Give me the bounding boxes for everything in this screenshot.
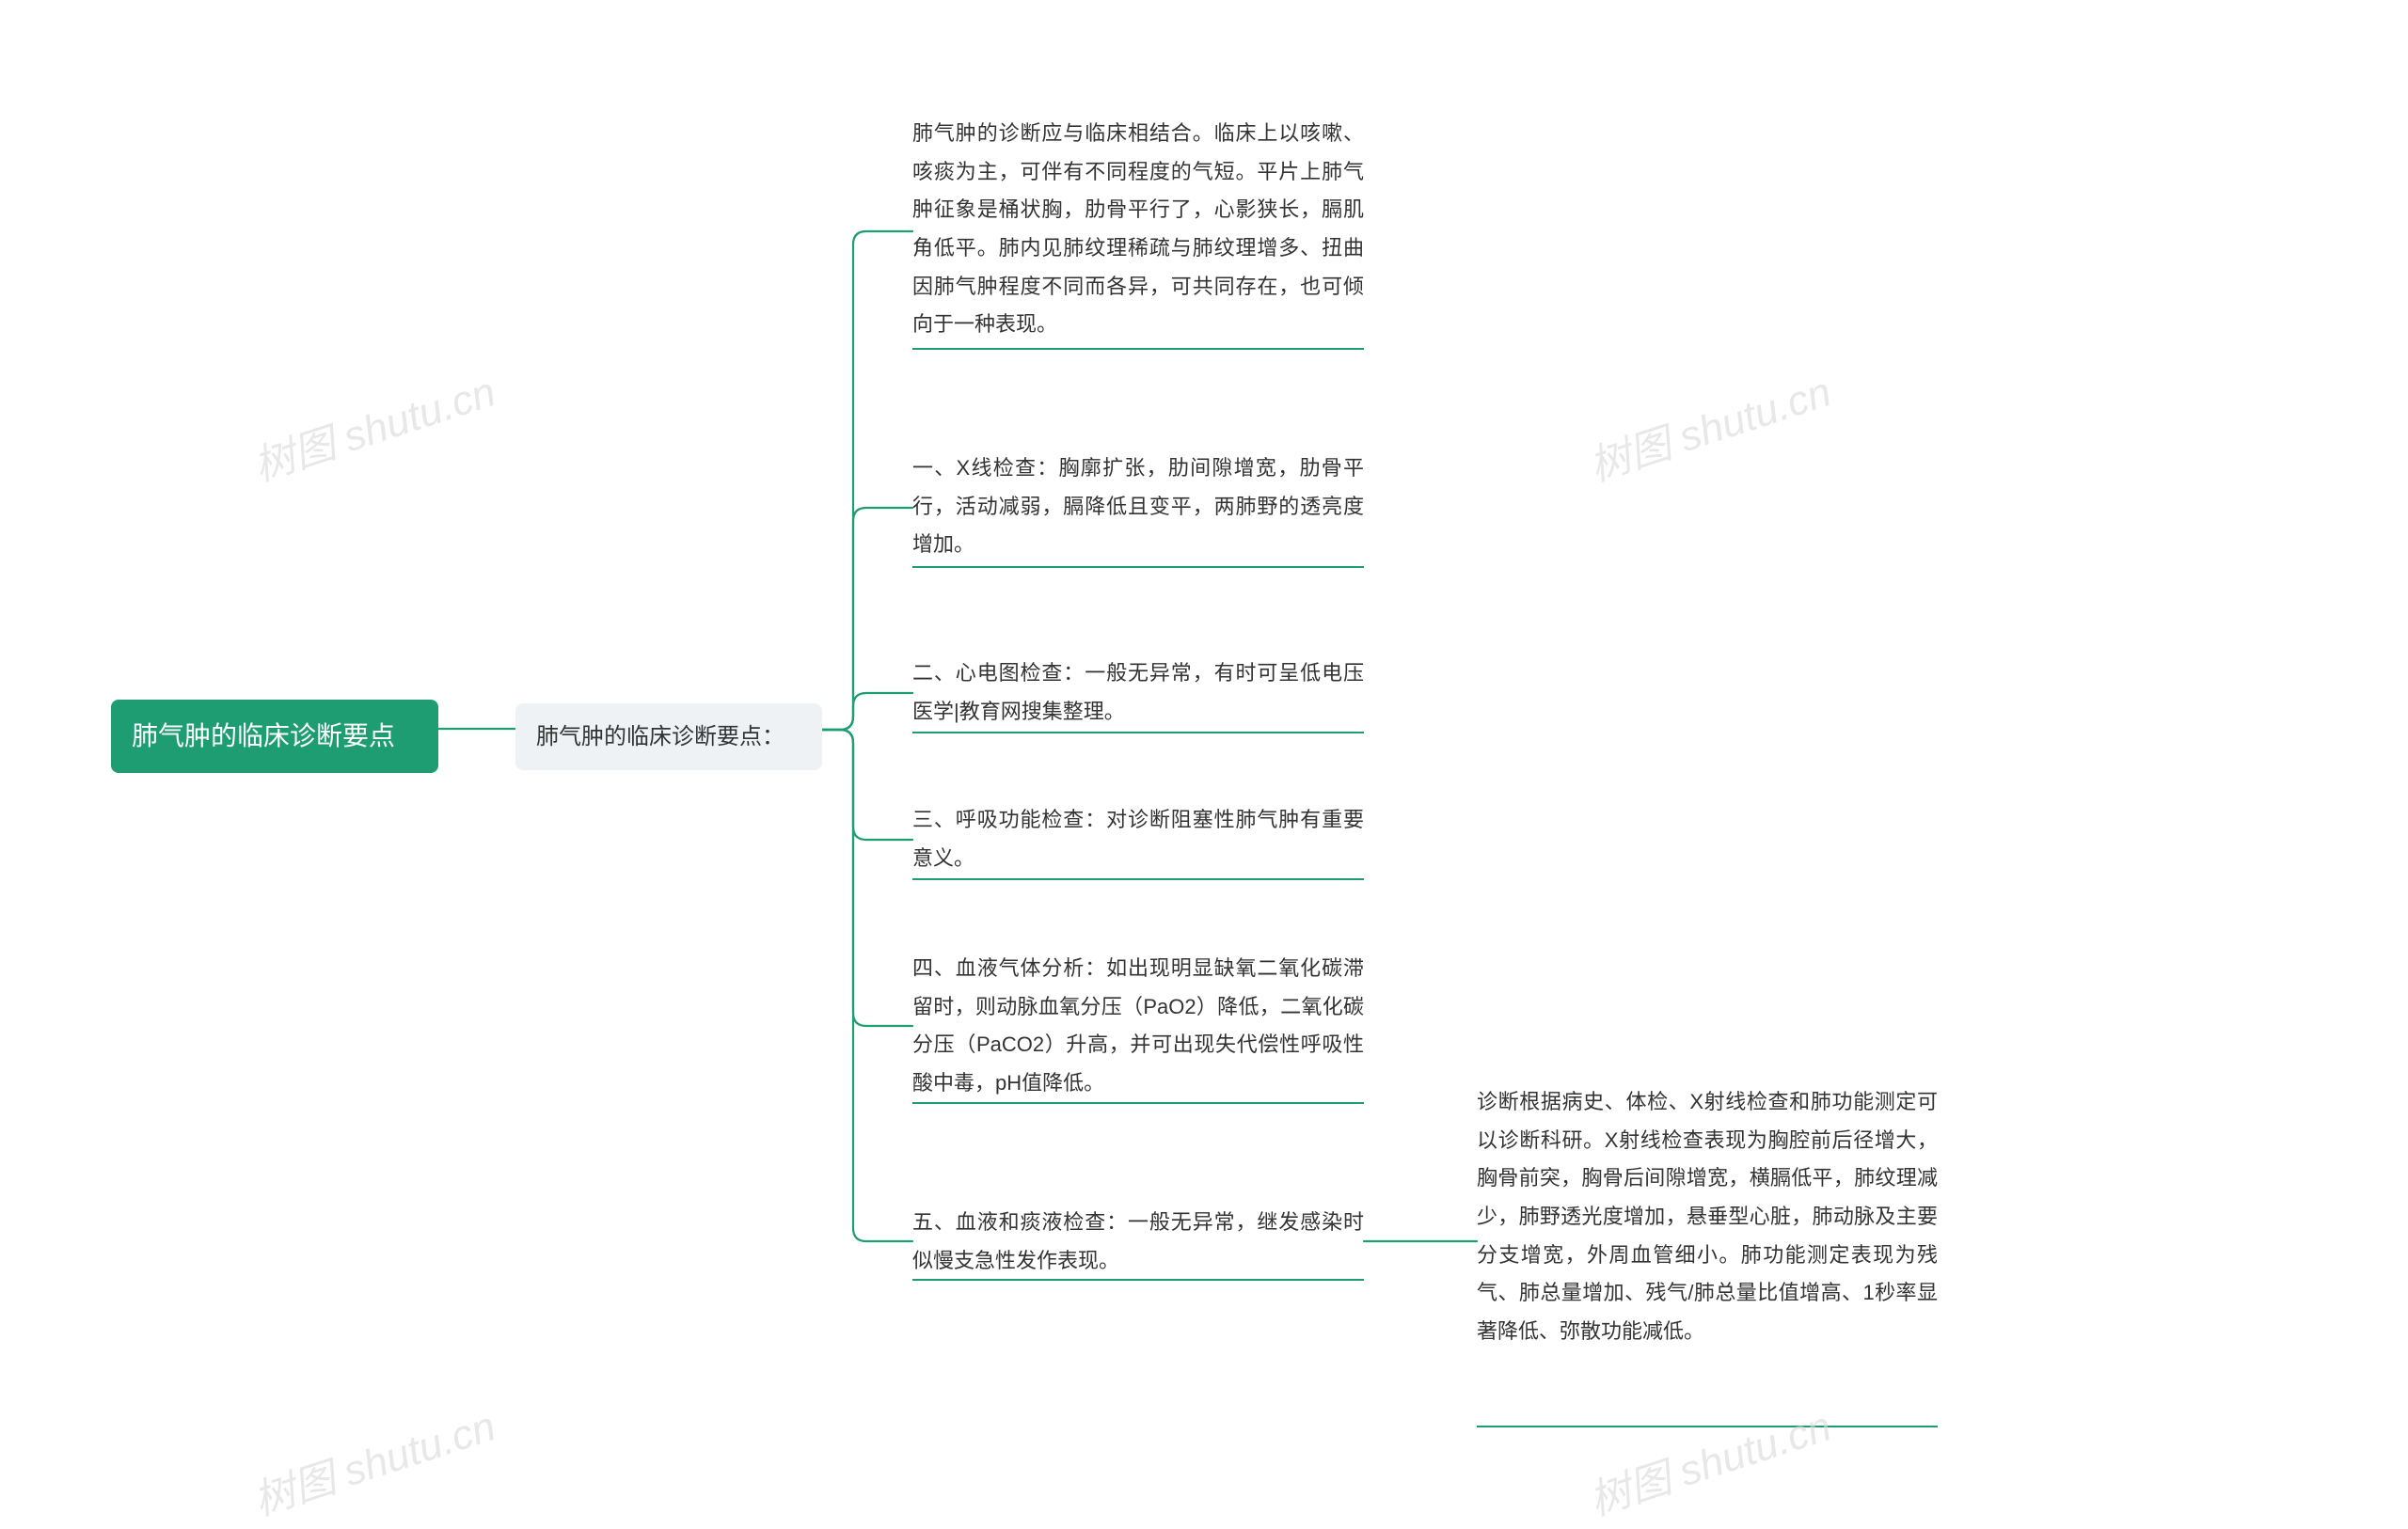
leaf-node-4[interactable]: 四、血液气体分析：如出现明显缺氧二氧化碳滞留时，则动脉血氧分压（PaO2）降低，… xyxy=(912,950,1364,1103)
watermark-0: 树图 shutu.cn xyxy=(245,358,501,493)
leaf-underline-0 xyxy=(912,348,1364,350)
root-node[interactable]: 肺气肿的临床诊断要点 xyxy=(111,700,438,773)
sub-label: 肺气肿的临床诊断要点： xyxy=(536,724,784,749)
leaf-underline-2 xyxy=(912,732,1364,733)
leaf-underline-5 xyxy=(912,1279,1364,1281)
leaf-underline-1 xyxy=(912,566,1364,568)
leaf-underline-4 xyxy=(912,1102,1364,1104)
leaf-node-1[interactable]: 一、X线检查：胸廓扩张，肋间隙增宽，肋骨平行，活动减弱，膈降低且变平，两肺野的透… xyxy=(912,449,1364,564)
watermark-1: 树图 shutu.cn xyxy=(1580,358,1837,493)
watermark-2: 树图 shutu.cn xyxy=(245,1393,501,1527)
leaf-child-node-5[interactable]: 诊断根据病史、体检、X射线检查和肺功能测定可以诊断科研。X射线检查表现为胸腔前后… xyxy=(1477,1083,1938,1351)
leaf-node-5[interactable]: 五、血液和痰液检查：一般无异常，继发感染时似慢支急性发作表现。 xyxy=(912,1204,1364,1280)
root-label: 肺气肿的临床诊断要点 xyxy=(132,721,395,750)
leaf-node-3[interactable]: 三、呼吸功能检查：对诊断阻塞性肺气肿有重要意义。 xyxy=(912,801,1364,877)
sub-node[interactable]: 肺气肿的临床诊断要点： xyxy=(515,703,822,770)
leaf-node-2[interactable]: 二、心电图检查：一般无异常，有时可呈低电压医学|教育网搜集整理。 xyxy=(912,654,1364,731)
watermark-3: 树图 shutu.cn xyxy=(1580,1393,1837,1527)
leaf-child-underline-5 xyxy=(1477,1426,1938,1427)
leaf-node-0[interactable]: 肺气肿的诊断应与临床相结合。临床上以咳嗽、咳痰为主，可伴有不同程度的气短。平片上… xyxy=(912,115,1364,344)
leaf-underline-3 xyxy=(912,878,1364,880)
